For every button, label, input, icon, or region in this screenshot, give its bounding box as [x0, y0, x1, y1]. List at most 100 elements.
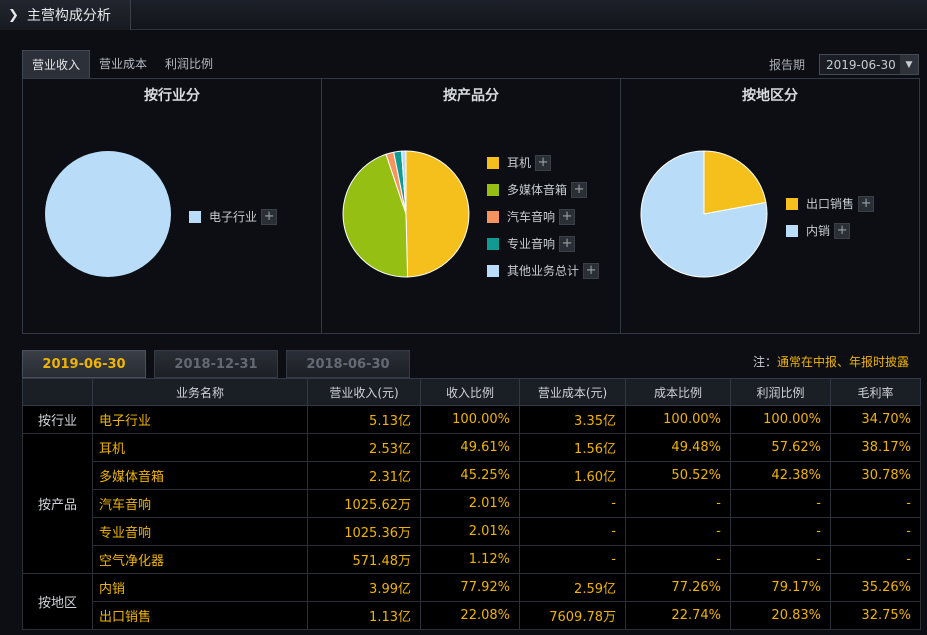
- dropdown-arrow-icon[interactable]: ▼: [900, 55, 918, 74]
- value-cell: 30.78%: [830, 461, 921, 490]
- expand-plus-icon[interactable]: +: [535, 154, 552, 171]
- value-cell: 77.26%: [625, 573, 731, 602]
- legend-item[interactable]: 汽车音响 +: [487, 203, 599, 230]
- value-cell: 3.99亿: [307, 573, 421, 602]
- period-tabs: 2019-06-30 2018-12-31 2018-06-30: [22, 350, 418, 378]
- pie-slice[interactable]: [401, 150, 407, 215]
- legend-swatch: [487, 237, 499, 250]
- metric-tabs: 营业收入 营业成本 利润比例: [22, 50, 222, 78]
- pie-slice[interactable]: [405, 150, 470, 278]
- value-cell: 2.59亿: [519, 573, 626, 602]
- column-header: 毛利率: [830, 378, 921, 406]
- row-group-label: 按产品: [22, 433, 93, 574]
- tab-period-2018-12-31[interactable]: 2018-12-31: [154, 350, 278, 378]
- value-cell: 1025.62万: [307, 489, 421, 518]
- disclosure-note: 注：通常在中报、年报时披露: [753, 353, 909, 370]
- pie-slice[interactable]: [703, 150, 767, 215]
- table-row[interactable]: 多媒体音箱 2.31亿 45.25% 1.60亿 50.52% 42.38% 30.78%: [23, 461, 921, 490]
- pie-title-region: 按地区分: [742, 88, 798, 104]
- value-cell: -: [625, 545, 731, 574]
- value-cell: 79.17%: [730, 573, 831, 602]
- row-group-label: 按行业: [22, 405, 93, 434]
- value-cell: 2.31亿: [307, 461, 421, 490]
- value-cell: 2.53亿: [307, 433, 421, 462]
- business-name-cell: 多媒体音箱: [92, 461, 308, 490]
- legend-item[interactable]: 其他业务总计 +: [487, 257, 600, 284]
- table-row[interactable]: 专业音响 1025.36万 2.01% - - - -: [23, 517, 921, 546]
- table-row[interactable]: 按行业 电子行业 5.13亿 100.00% 3.35亿 100.00% 100.00% 34…: [22, 405, 921, 434]
- value-cell: -: [519, 517, 626, 546]
- legend-label: 汽车音响: [507, 210, 556, 224]
- legend-item[interactable]: 出口销售 +: [786, 190, 875, 217]
- expand-plus-icon[interactable]: +: [559, 208, 576, 225]
- pie-title-industry: 按行业分: [144, 88, 200, 104]
- tab-period-2019-06-30[interactable]: 2019-06-30: [22, 350, 146, 378]
- column-header: 成本比例: [625, 378, 731, 406]
- legend-swatch: [487, 156, 499, 169]
- table-row[interactable]: 按产品 耳机 2.53亿 49.61% 1.56亿 49.48% 57.62% 38.17%: [22, 433, 921, 574]
- legend-item[interactable]: 内销 +: [786, 217, 874, 244]
- report-period-value: 2019-06-30: [826, 57, 896, 72]
- legend-product: 耳机 + 多媒体音箱 + 汽车音响 + 专业音响 + 其他业务总计 +: [487, 149, 600, 284]
- business-name-cell: 出口销售: [92, 601, 308, 630]
- value-cell: 100.00%: [420, 405, 520, 434]
- value-cell: 7609.78万: [519, 601, 626, 630]
- pie-slice[interactable]: [640, 150, 768, 278]
- note-text: 通常在中报、年报时披露: [776, 355, 909, 369]
- value-cell: -: [519, 545, 626, 574]
- expand-plus-icon[interactable]: +: [858, 195, 875, 212]
- value-cell: -: [625, 517, 731, 546]
- legend-label: 电子行业: [209, 210, 258, 224]
- business-name-cell: 汽车音响: [92, 489, 308, 518]
- tab-profit-ratio[interactable]: 利润比例: [165, 57, 214, 71]
- legend-label: 耳机: [507, 156, 532, 170]
- value-cell: 1.60亿: [519, 461, 626, 490]
- table-row[interactable]: 按地区 内销 3.99亿 77.92% 2.59亿 77.26% 79.17% 35.26%: [22, 573, 921, 630]
- value-cell: -: [730, 545, 831, 574]
- table-row[interactable]: 出口销售 1.13亿 22.08% 7609.78万 22.74% 20.83% 32.75…: [23, 601, 921, 630]
- legend-label: 出口销售: [806, 197, 855, 211]
- table-row[interactable]: 汽车音响 1025.62万 2.01% - - - -: [23, 489, 921, 518]
- value-cell: 2.01%: [420, 489, 520, 518]
- value-cell: 5.13亿: [307, 405, 421, 434]
- expand-plus-icon[interactable]: +: [834, 222, 851, 239]
- tab-revenue[interactable]: 营业收入: [22, 50, 91, 78]
- value-cell: -: [519, 489, 626, 518]
- column-header: 营业成本(元): [519, 378, 626, 406]
- legend-label: 多媒体音箱: [507, 183, 568, 197]
- value-cell: 49.48%: [625, 433, 731, 462]
- pie-slice[interactable]: [45, 151, 171, 277]
- expand-plus-icon[interactable]: +: [571, 181, 588, 198]
- pie-panel-product: 按产品分 耳机 + 多媒体音箱 + 汽车音响 + 专业音响 + 其他业务总计 +: [322, 79, 621, 333]
- value-cell: -: [625, 489, 731, 518]
- expand-plus-icon[interactable]: +: [559, 235, 576, 252]
- report-period: 报告期 2019-06-30 ▼: [769, 54, 919, 75]
- legend-swatch: [786, 197, 798, 210]
- legend-item[interactable]: 电子行业 +: [189, 203, 278, 230]
- column-header: [22, 378, 93, 406]
- expand-plus-icon[interactable]: +: [261, 208, 278, 225]
- tab-period-2018-06-30[interactable]: 2018-06-30: [286, 350, 410, 378]
- value-cell: 34.70%: [830, 405, 921, 434]
- tab-cost[interactable]: 营业成本: [99, 57, 148, 71]
- pie-chart-product: [342, 150, 470, 278]
- legend-swatch: [786, 224, 798, 237]
- report-period-select[interactable]: 2019-06-30 ▼: [819, 54, 919, 75]
- legend-item[interactable]: 专业音响 +: [487, 230, 599, 257]
- value-cell: 22.08%: [420, 601, 520, 630]
- pie-slice[interactable]: [342, 153, 409, 278]
- chevron-right-icon: ❯: [8, 7, 19, 23]
- table-row[interactable]: 空气净化器 571.48万 1.12% - - - -: [23, 545, 921, 574]
- value-cell: 1.13亿: [307, 601, 421, 630]
- value-cell: 1.12%: [420, 545, 520, 574]
- legend-item[interactable]: 多媒体音箱 +: [487, 176, 599, 203]
- value-cell: 20.83%: [730, 601, 831, 630]
- value-cell: 42.38%: [730, 461, 831, 490]
- value-cell: -: [830, 489, 921, 518]
- value-cell: 22.74%: [625, 601, 731, 630]
- value-cell: 32.75%: [830, 601, 921, 630]
- expand-plus-icon[interactable]: +: [583, 262, 600, 279]
- column-header: 收入比例: [420, 378, 520, 406]
- legend-item[interactable]: 耳机 +: [487, 149, 599, 176]
- column-header: 业务名称: [92, 378, 308, 406]
